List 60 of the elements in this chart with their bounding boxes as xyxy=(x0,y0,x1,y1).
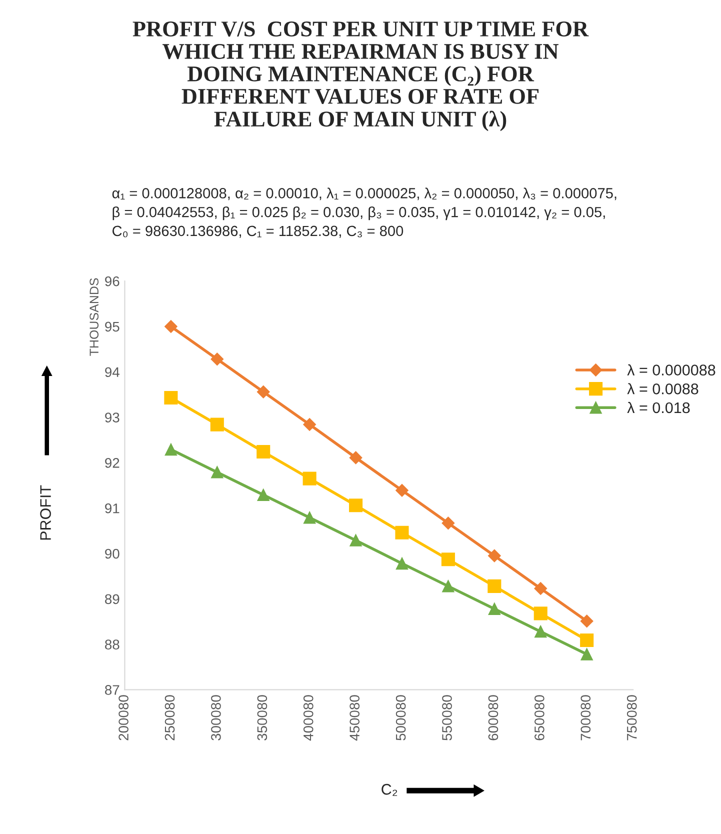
x-tick-label: 200080 xyxy=(118,695,128,740)
point xyxy=(580,633,594,647)
point xyxy=(164,443,178,456)
x-tick-label: 300080 xyxy=(211,695,221,740)
point xyxy=(349,498,363,512)
chart-subtitle: α₁ = 0.000128008, α₂ = 0.00010, λ₁ = 0.000025, λ₂ = 0.000050, λ₃ = 0.000075, β = 0.04042553, β₁ = 0.025 β₂ = 0.030, β₃ = 0.035, γ1 = 0.010142, γ₂ = 0.05, C₀ = 98630.136986, C₁ = 11852.38, C₃ = 800 xyxy=(112,188,616,238)
point xyxy=(396,557,408,570)
x-axis-title: C₂ xyxy=(382,784,398,796)
point xyxy=(488,579,502,593)
legend-label: λ = 0.018 xyxy=(627,402,690,414)
x-tick-label: 350080 xyxy=(257,695,268,740)
point xyxy=(534,606,548,620)
y-tick-label: 94 xyxy=(105,367,120,378)
chart-title: PROFIT V/S COST PER UNIT UP TIME FOR WHICH THE REPAIRMAN IS BUSY IN DOING MAINTENANCE (C₂) FOR DIFFERENT VALUES OF RATE OF FAILURE OF MAIN UNIT (λ) xyxy=(132,22,589,132)
x-tick-label: 450080 xyxy=(350,695,360,741)
point xyxy=(164,320,178,333)
point xyxy=(441,552,455,566)
x-tick-label: 750080 xyxy=(626,695,637,740)
y-tick-label: 90 xyxy=(105,548,120,559)
point xyxy=(488,549,501,562)
point xyxy=(396,484,408,497)
x-tick-label: 700080 xyxy=(580,695,591,740)
point xyxy=(303,512,316,524)
point xyxy=(210,418,224,432)
point xyxy=(442,516,455,530)
point xyxy=(350,534,362,546)
x-tick-label: 500080 xyxy=(396,695,406,740)
y-tick-label: 88 xyxy=(105,640,120,650)
point xyxy=(580,614,594,628)
y-tick-label: 93 xyxy=(105,412,120,422)
point xyxy=(303,418,316,431)
point xyxy=(580,648,593,660)
y-tick-label: 91 xyxy=(105,503,120,514)
point xyxy=(211,466,224,478)
y-tick-label: 92 xyxy=(105,458,120,468)
point xyxy=(210,352,224,366)
y-axis-title: PROFIT xyxy=(40,485,51,540)
text: THOUSANDS xyxy=(90,278,99,356)
y-tick-label: 87 xyxy=(105,685,120,695)
x-tick-label: 550080 xyxy=(442,695,452,740)
point xyxy=(442,580,454,592)
point xyxy=(257,488,270,501)
point xyxy=(395,526,409,540)
legend-label: λ = 0.000088 xyxy=(627,364,716,376)
y-tick-label: 95 xyxy=(105,322,120,332)
x-tick-label: 250080 xyxy=(164,695,175,740)
y-tick-label: 89 xyxy=(105,594,120,604)
point xyxy=(488,602,500,615)
legend-label: λ = 0.0088 xyxy=(627,383,698,394)
x-tick-label: 400080 xyxy=(303,695,314,741)
point xyxy=(302,472,316,486)
point xyxy=(534,626,547,638)
x-tick-label: 600080 xyxy=(488,695,498,740)
point xyxy=(349,451,362,464)
point xyxy=(256,385,270,398)
point xyxy=(256,445,270,459)
x-tick-label: 650080 xyxy=(534,695,544,740)
y-tick-label: 96 xyxy=(105,276,120,286)
point xyxy=(534,582,548,595)
point xyxy=(164,390,178,405)
